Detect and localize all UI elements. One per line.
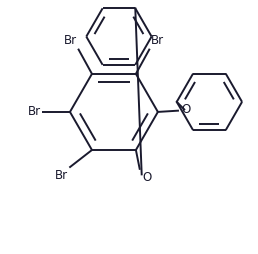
- Text: O: O: [181, 103, 190, 116]
- Text: Br: Br: [64, 35, 77, 47]
- Text: Br: Br: [28, 105, 41, 118]
- Text: Br: Br: [151, 35, 164, 47]
- Text: Br: Br: [55, 169, 68, 182]
- Text: O: O: [142, 171, 151, 184]
